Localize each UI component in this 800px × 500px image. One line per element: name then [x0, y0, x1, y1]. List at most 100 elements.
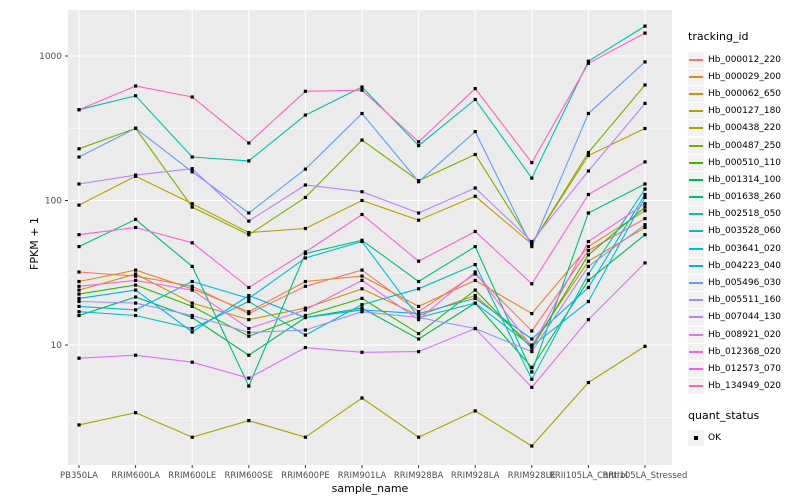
data-point — [303, 333, 307, 337]
data-point — [360, 268, 364, 272]
legend-item: Hb_008921_020 — [688, 326, 800, 343]
legend-line-swatch — [688, 171, 704, 188]
data-point — [360, 190, 364, 194]
data-point — [360, 111, 364, 116]
data-point — [643, 344, 647, 348]
line-swatch-icon — [689, 350, 703, 353]
legend-line-swatch — [688, 326, 704, 343]
data-point — [473, 152, 477, 157]
data-point — [303, 226, 307, 231]
data-point — [530, 176, 534, 180]
data-point — [190, 202, 194, 206]
data-point — [77, 108, 81, 112]
data-point — [77, 423, 81, 427]
line-swatch-icon — [689, 264, 703, 267]
legend-label: Hb_007044_130 — [708, 312, 782, 323]
legend: tracking_id Hb_000012_220 Hb_000029_200 Hb… — [688, 30, 800, 447]
legend-item: Hb_000510_110 — [688, 154, 800, 171]
legend-label: Hb_004223_040 — [708, 260, 782, 271]
data-point — [360, 274, 364, 278]
data-point — [134, 353, 138, 357]
data-point — [530, 245, 534, 249]
data-point — [247, 419, 251, 423]
data-point — [473, 301, 477, 305]
data-point — [417, 279, 421, 284]
data-point — [643, 60, 647, 64]
data-point — [190, 360, 194, 364]
data-point — [77, 356, 81, 360]
data-point — [643, 83, 647, 87]
panel-background — [68, 10, 672, 465]
x-tick-label: RRIM901LA — [338, 471, 387, 481]
data-point — [134, 295, 138, 299]
data-point — [360, 310, 364, 314]
data-point — [247, 296, 251, 300]
legend-item: Hb_000029_200 — [688, 68, 800, 85]
data-point — [360, 88, 364, 92]
data-point — [417, 287, 421, 291]
x-tick-label: RRIM928LE — [508, 471, 556, 481]
data-point — [643, 101, 647, 105]
data-point — [530, 350, 534, 354]
data-point — [586, 169, 590, 173]
legend-item: Hb_007044_130 — [688, 309, 800, 326]
data-point — [77, 182, 81, 186]
x-tick-label: RRIM928LA — [451, 471, 500, 481]
legend-item: Hb_134949_020 — [688, 378, 800, 395]
line-swatch-icon — [689, 299, 703, 302]
data-point — [586, 272, 590, 276]
data-point — [247, 334, 251, 338]
data-point — [473, 87, 477, 91]
data-point — [247, 211, 251, 215]
data-point — [77, 299, 81, 304]
legend-item: Hb_005511_160 — [688, 292, 800, 309]
data-point — [303, 89, 307, 93]
legend-item: Hb_000012_220 — [688, 51, 800, 68]
data-point — [530, 329, 534, 333]
data-point — [303, 315, 307, 320]
data-point — [473, 97, 477, 102]
y-tick-label: 10 — [51, 341, 63, 351]
x-tick-label: RRII105LA_Stressed — [603, 471, 688, 481]
legend-line-swatch — [688, 378, 704, 395]
data-point — [134, 268, 138, 272]
legend-line-swatch — [688, 292, 704, 309]
data-point — [134, 411, 138, 415]
legend-label: Hb_000127_180 — [708, 106, 782, 117]
data-point — [134, 274, 138, 278]
line-swatch-icon — [689, 247, 703, 250]
legend-line-swatch — [688, 309, 704, 326]
data-point — [417, 218, 421, 222]
x-axis-title: sample_name — [331, 482, 409, 495]
data-point — [586, 245, 590, 249]
data-point — [473, 270, 477, 274]
data-point — [190, 301, 194, 305]
data-point — [134, 283, 138, 287]
data-point — [360, 287, 364, 291]
data-point — [247, 318, 251, 322]
data-point — [417, 318, 421, 322]
legend-label: Hb_000062_650 — [708, 88, 782, 99]
data-point — [417, 140, 421, 144]
data-point — [586, 259, 590, 263]
legend-line-swatch — [688, 206, 704, 223]
data-point — [190, 205, 194, 209]
data-point — [134, 288, 138, 292]
data-point — [77, 245, 81, 249]
line-swatch-icon — [689, 144, 703, 147]
data-point — [360, 296, 364, 300]
legend-line-swatch — [688, 51, 704, 68]
data-point — [77, 304, 81, 308]
legend-line-swatch — [688, 360, 704, 377]
data-point — [247, 299, 251, 304]
data-point — [360, 308, 364, 312]
data-point — [247, 312, 251, 316]
data-point — [303, 313, 307, 318]
line-swatch-icon — [689, 161, 703, 164]
data-point — [586, 285, 590, 290]
data-point — [530, 282, 534, 286]
data-point — [417, 310, 421, 314]
data-point — [473, 245, 477, 249]
legend-label: Hb_005496_030 — [708, 278, 782, 289]
